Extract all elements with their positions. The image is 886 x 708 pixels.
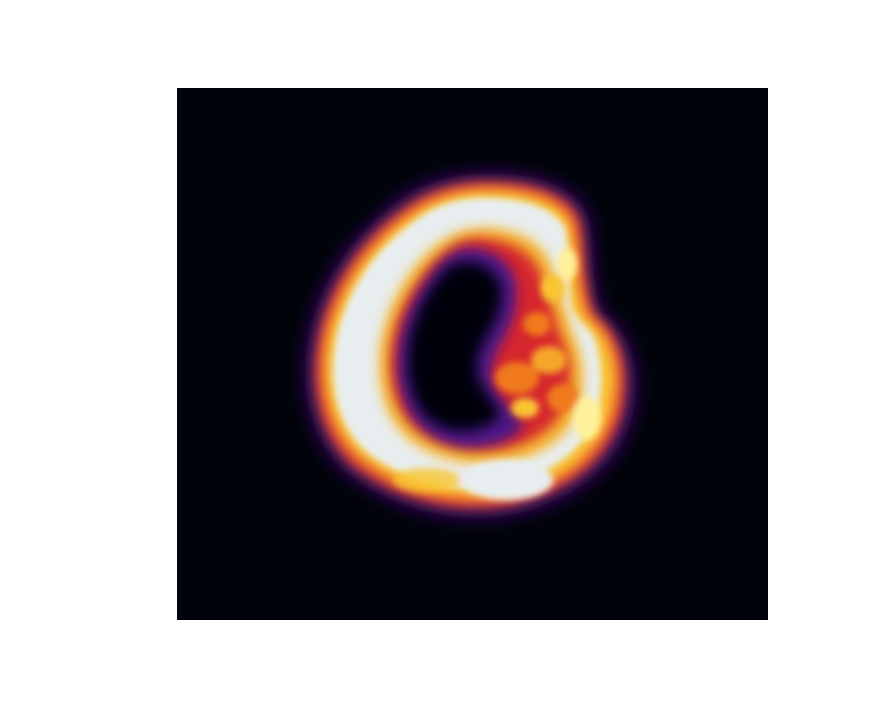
right-blob-highlights: [495, 248, 601, 440]
heatmap-image-panel: [177, 88, 768, 620]
central-dark-hole: [408, 262, 502, 431]
ring-heatmap-image: [177, 88, 768, 620]
bottom-bright-lobe: [393, 460, 553, 500]
